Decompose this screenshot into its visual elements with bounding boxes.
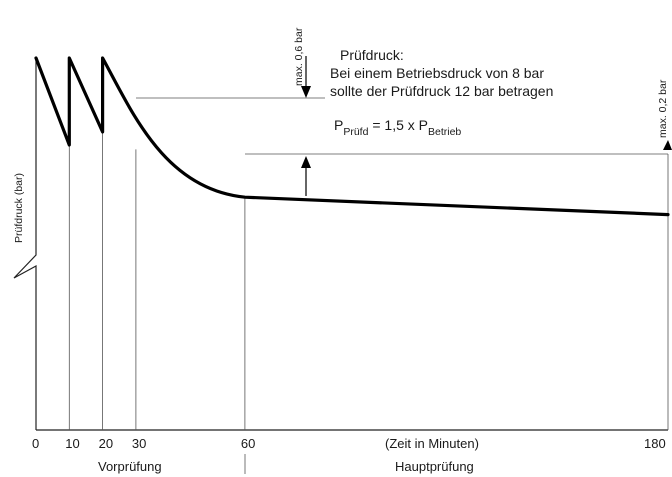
- x-axis-label: (Zeit in Minuten): [385, 436, 479, 451]
- x-tick-labels: 0 10 20 30 60 180: [32, 436, 666, 451]
- x-tick-60: 60: [241, 436, 255, 451]
- formula-p: P: [334, 117, 343, 133]
- pressure-curve: [34, 56, 670, 217]
- max-vor-label: max. 0,6 bar: [293, 27, 305, 86]
- time-guide-lines: [68, 131, 246, 430]
- formula: PPrüfd = 1,5 x PBetrieb: [334, 117, 461, 138]
- x-tick-30: 30: [132, 436, 146, 451]
- note-line-1: Prüfdruck:: [340, 47, 404, 63]
- formula-mid: = 1,5 x P: [368, 117, 428, 133]
- max-haupt-label: max. 0,2 bar: [657, 79, 669, 138]
- max-vor-marker: max. 0,6 bar: [293, 27, 311, 196]
- note-line-3: sollte der Prüfdruck 12 bar betragen: [330, 83, 553, 99]
- x-tick-10: 10: [65, 436, 79, 451]
- phase-label-vorpruefung: Vorprüfung: [98, 459, 162, 474]
- x-tick-180: 180: [644, 436, 666, 451]
- note-line-2: Bei einem Betriebsdruck von 8 bar: [330, 65, 544, 81]
- y-axis: [13, 58, 37, 430]
- formula-sub-pruefd: Prüfd: [343, 126, 368, 138]
- y-axis-label: Prüfdruck (bar): [13, 173, 25, 243]
- max-haupt-marker: max. 0,2 bar: [657, 79, 672, 150]
- formula-sub-betrieb: Betrieb: [428, 126, 461, 138]
- x-tick-20: 20: [99, 436, 113, 451]
- phase-label-hauptpruefung: Hauptprüfung: [395, 459, 474, 474]
- test-pressure-note: Prüfdruck: Bei einem Betriebsdruck von 8…: [330, 47, 553, 138]
- x-tick-0: 0: [32, 436, 39, 451]
